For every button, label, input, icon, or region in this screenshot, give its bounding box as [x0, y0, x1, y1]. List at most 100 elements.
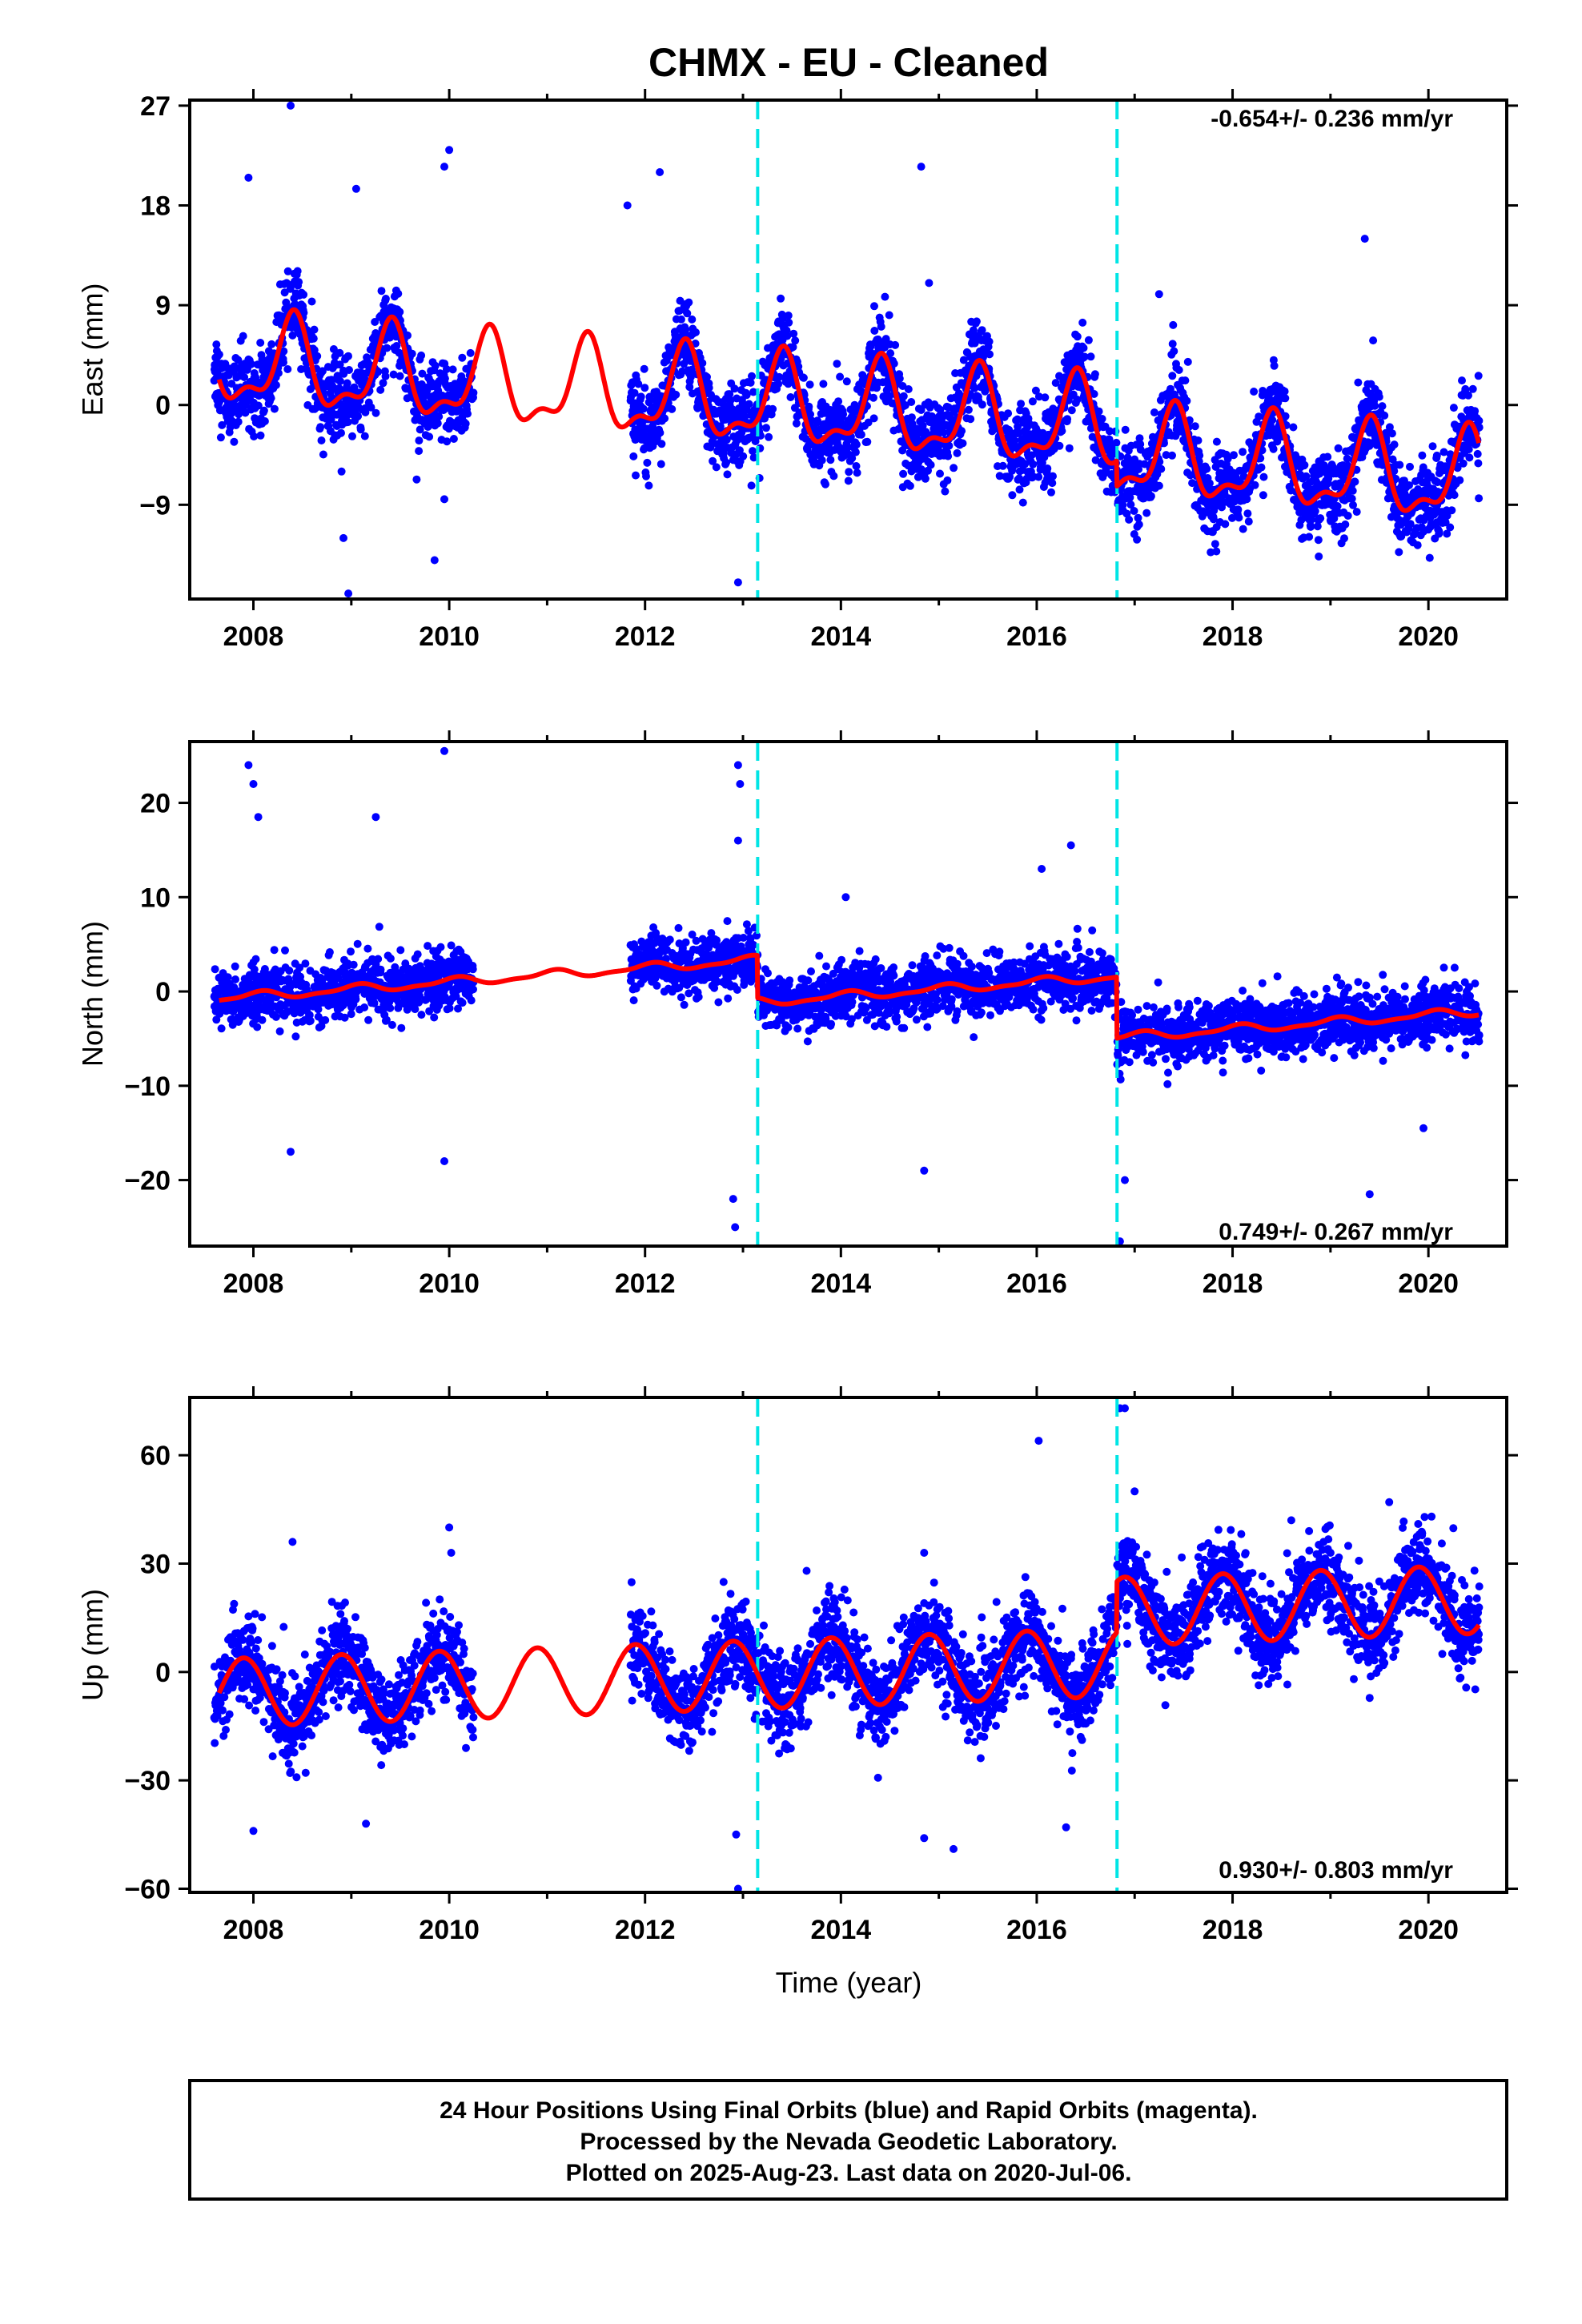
- east-point: [786, 393, 795, 401]
- east-outlier-point: [337, 467, 346, 476]
- east-point: [260, 417, 269, 425]
- north-point: [677, 993, 685, 1002]
- north-point: [430, 1013, 439, 1022]
- east-point: [1098, 415, 1106, 423]
- east-point: [784, 312, 793, 320]
- east-point: [898, 382, 907, 390]
- east-point: [643, 458, 652, 467]
- east-point: [1055, 441, 1064, 450]
- east-point: [905, 481, 914, 490]
- north-point: [694, 992, 703, 1001]
- east-point: [279, 358, 287, 367]
- north-point: [674, 923, 683, 932]
- east-point: [307, 297, 316, 306]
- east-point: [1195, 451, 1204, 460]
- east-point: [1459, 459, 1468, 468]
- east-point: [1473, 449, 1482, 458]
- east-point: [853, 468, 861, 477]
- east-point: [1191, 422, 1199, 431]
- east-point: [683, 309, 692, 318]
- east-point: [751, 437, 760, 445]
- east-point: [1049, 472, 1057, 480]
- east-point: [785, 318, 793, 327]
- north-point: [291, 1032, 300, 1041]
- north-point: [306, 1016, 315, 1025]
- east-data-points: [210, 101, 1484, 598]
- north-point: [231, 962, 239, 971]
- east-point: [1371, 401, 1379, 410]
- east-point: [836, 372, 845, 381]
- east-point: [1352, 508, 1361, 517]
- east-point: [1073, 332, 1082, 341]
- north-point: [386, 1003, 395, 1012]
- east-point: [1450, 491, 1459, 500]
- east-point: [881, 292, 889, 301]
- east-point: [941, 487, 950, 496]
- east-point: [1315, 552, 1323, 561]
- east-point: [749, 388, 757, 396]
- east-point: [681, 325, 690, 334]
- east-point: [709, 456, 717, 465]
- east-point: [958, 439, 967, 448]
- east-point: [805, 402, 813, 411]
- east-point: [327, 415, 335, 424]
- east-point: [1474, 459, 1483, 468]
- east-point: [1041, 393, 1050, 402]
- east-point: [1390, 440, 1399, 449]
- north-point: [321, 1015, 330, 1024]
- east-point: [839, 410, 848, 419]
- east-point: [1234, 505, 1243, 514]
- east-point: [1086, 352, 1095, 361]
- east-point: [316, 423, 325, 432]
- east-point: [762, 424, 770, 432]
- north-point: [301, 959, 310, 968]
- east-y-tick-label: 9: [155, 291, 171, 321]
- east-point: [335, 348, 344, 357]
- east-point: [943, 476, 952, 485]
- east-point: [857, 430, 865, 439]
- east-point: [416, 425, 424, 434]
- east-point: [926, 460, 935, 469]
- north-point: [258, 1015, 267, 1024]
- east-point: [418, 369, 427, 378]
- east-point: [288, 331, 297, 340]
- east-point: [376, 385, 385, 394]
- east-point: [335, 360, 344, 369]
- east-point: [256, 431, 265, 440]
- north-point: [363, 944, 372, 953]
- east-point: [1348, 486, 1357, 495]
- east-point: [309, 334, 318, 343]
- east-y-tick-label: 18: [140, 191, 171, 222]
- east-point: [845, 468, 853, 476]
- east-point: [356, 425, 365, 434]
- east-point: [1281, 394, 1290, 403]
- north-point: [211, 965, 219, 974]
- east-point: [1314, 536, 1323, 545]
- east-point: [1235, 513, 1243, 522]
- east-point: [367, 403, 375, 412]
- east-point: [687, 365, 696, 374]
- east-outlier-point: [1154, 290, 1163, 299]
- north-point: [724, 994, 733, 1003]
- east-point: [1289, 423, 1298, 432]
- north-point: [713, 936, 721, 945]
- north-point: [723, 917, 732, 926]
- east-point: [668, 404, 677, 413]
- east-point: [722, 458, 731, 467]
- north-point: [468, 965, 477, 974]
- east-point: [819, 380, 828, 388]
- east-point: [899, 469, 908, 478]
- east-point: [235, 410, 243, 419]
- east-point: [1465, 453, 1474, 462]
- east-point: [280, 288, 289, 297]
- east-point: [1048, 479, 1057, 488]
- east-point: [698, 359, 707, 368]
- north-point: [680, 1000, 689, 1009]
- east-point: [676, 296, 685, 305]
- north-point: [652, 981, 661, 990]
- north-point: [353, 939, 362, 948]
- east-point: [748, 372, 756, 380]
- east-point: [267, 394, 275, 403]
- east-point: [739, 452, 748, 460]
- east-point: [1084, 336, 1093, 344]
